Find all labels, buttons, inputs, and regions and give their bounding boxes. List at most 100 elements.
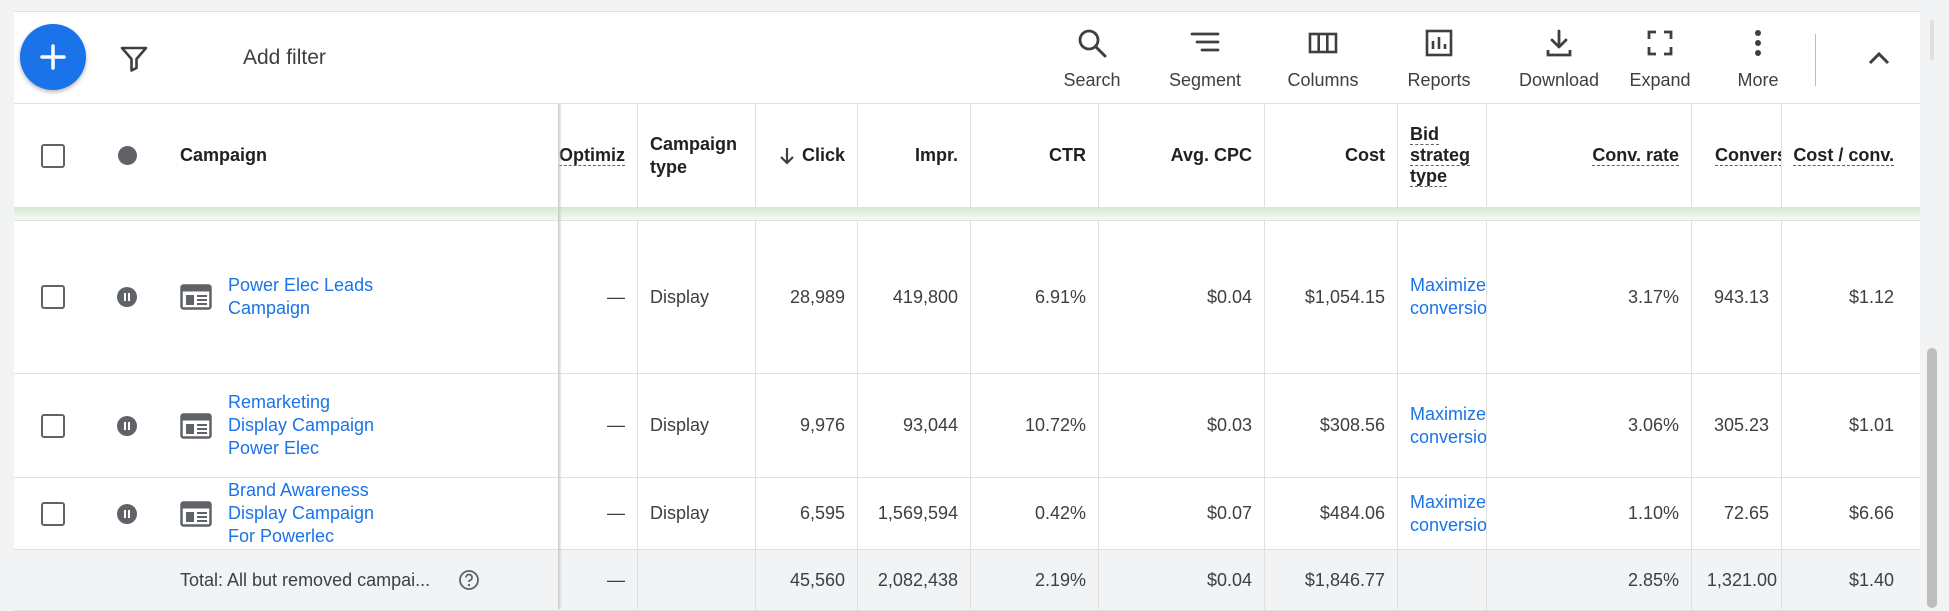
total-avg-cpc-cell: $0.04 — [1098, 550, 1264, 610]
toolbar-divider — [1815, 34, 1816, 86]
cost-cell: $484.06 — [1264, 478, 1397, 549]
campaign-type-header[interactable]: Campaign type — [637, 104, 755, 207]
row-select-cell — [34, 478, 72, 549]
paused-status-icon[interactable] — [117, 503, 137, 524]
row-checkbox[interactable] — [41, 501, 65, 526]
help-icon[interactable] — [458, 569, 480, 591]
campaign-header[interactable]: Campaign — [168, 104, 558, 207]
total-label-cell: Total: All but removed campai... — [168, 550, 558, 610]
segment-tool-label: Segment — [1168, 70, 1242, 90]
columns-tool-button[interactable]: Columns — [1273, 26, 1373, 91]
conversions-cell: 943.13 — [1691, 221, 1781, 373]
conversions-header[interactable]: Convers — [1691, 104, 1781, 207]
bid-strategy-line: Maximize — [1410, 275, 1486, 295]
total-conversions-cell: 1,321.00 — [1691, 550, 1781, 610]
table-toolbar: Add filter Search Segment Columns Report… — [14, 12, 1920, 104]
search-tool-button[interactable]: Search — [1042, 26, 1142, 91]
campaign-name-line: Remarketing — [228, 392, 331, 412]
campaign-name-link[interactable]: Brand Awareness Display Campaign For Pow… — [228, 479, 374, 548]
bid-strategy-header-line2: strateg — [1410, 145, 1471, 166]
campaign-header-label: Campaign — [180, 145, 268, 165]
reports-tool-button[interactable]: Reports — [1389, 26, 1489, 91]
impr-cell: 93,044 — [857, 374, 970, 477]
avg-cpc-header-label: Avg. CPC — [1170, 145, 1252, 165]
campaign-name-line: For Powerlec — [228, 526, 335, 546]
bid-strategy-header[interactable]: Bid strateg type — [1397, 104, 1486, 207]
total-ctr-cell: 2.19% — [970, 550, 1098, 610]
cost-per-conv-cell: $6.66 — [1781, 478, 1920, 549]
clicks-header-label: Click — [802, 145, 846, 165]
row-status-cell — [94, 478, 160, 549]
expand-tool-button[interactable]: Expand — [1610, 26, 1710, 91]
search-icon — [1078, 29, 1107, 58]
vertical-scrollbar-thumb[interactable] — [1927, 348, 1937, 608]
cost-cell: $1,054.15 — [1264, 221, 1397, 373]
columns-icon — [1308, 32, 1338, 54]
status-dot-icon — [117, 146, 137, 165]
download-tool-button[interactable]: Download — [1509, 26, 1609, 91]
clicks-cell: 9,976 — [755, 374, 857, 477]
campaign-name-line: Campaign — [228, 298, 311, 318]
search-tool-label: Search — [1063, 70, 1121, 90]
table-header-row: Campaign Optimiz Campaign type Click Imp… — [14, 104, 1920, 208]
optimization-cell: — — [607, 503, 625, 523]
row-select-cell — [34, 374, 72, 477]
impr-header[interactable]: Impr. — [857, 104, 970, 207]
total-optimization-cell: — — [607, 569, 625, 590]
filter-icon[interactable] — [118, 42, 150, 74]
campaign-name-cell: Power Elec Leads Campaign — [168, 221, 558, 373]
conv-rate-cell: 1.10% — [1486, 478, 1691, 549]
cost-header[interactable]: Cost — [1264, 104, 1397, 207]
avg-cpc-cell: $0.03 — [1098, 374, 1264, 477]
impr-cell: 1,569,594 — [857, 478, 970, 549]
top-bar — [0, 0, 1949, 11]
row-checkbox[interactable] — [41, 413, 65, 438]
optimization-cell: — — [607, 286, 625, 307]
impr-cell: 419,800 — [857, 221, 970, 373]
clicks-cell: 28,989 — [755, 221, 857, 373]
status-header-cell[interactable] — [94, 104, 160, 207]
ctr-header[interactable]: CTR — [970, 104, 1098, 207]
campaign-name-line: Display Campaign — [228, 415, 375, 435]
add-filter-button[interactable]: Add filter — [243, 46, 326, 69]
campaign-type-cell: Display — [637, 374, 755, 477]
bid-strategy-cell[interactable]: Maximize conversio — [1397, 374, 1486, 477]
row-status-cell — [94, 221, 160, 373]
row-checkbox[interactable] — [41, 285, 65, 309]
select-all-checkbox[interactable] — [41, 143, 65, 168]
plus-icon — [40, 44, 66, 70]
total-conv-rate-cell: 2.85% — [1486, 550, 1691, 610]
avg-cpc-header[interactable]: Avg. CPC — [1098, 104, 1264, 207]
ctr-cell: 0.42% — [970, 478, 1098, 549]
bid-strategy-line: conversio — [1410, 298, 1486, 318]
paused-status-icon[interactable] — [117, 415, 137, 436]
cost-per-conv-cell: $1.01 — [1781, 374, 1920, 477]
campaign-name-link[interactable]: Remarketing Display Campaign Power Elec — [228, 391, 374, 460]
total-clicks-cell: 45,560 — [755, 550, 857, 610]
cost-per-conv-header[interactable]: Cost / conv. — [1781, 104, 1920, 207]
bid-strategy-line: Maximize — [1410, 491, 1486, 512]
conv-rate-header[interactable]: Conv. rate — [1486, 104, 1691, 207]
segment-tool-button[interactable]: Segment — [1155, 26, 1255, 91]
select-all-cell — [34, 104, 72, 207]
chevron-up-icon[interactable] — [1862, 42, 1896, 76]
clicks-header[interactable]: Click — [755, 104, 857, 207]
paused-status-icon[interactable] — [117, 287, 137, 307]
bid-strategy-cell[interactable]: Maximize conversio — [1397, 478, 1486, 549]
conversions-header-label: Convers — [1715, 145, 1781, 166]
total-impr-cell: 2,082,438 — [857, 550, 970, 610]
add-campaign-button[interactable] — [20, 24, 86, 90]
bid-strategy-header-line1: Bid — [1410, 124, 1439, 145]
expand-icon — [1647, 30, 1673, 56]
campaign-name-link[interactable]: Power Elec Leads Campaign — [228, 274, 373, 320]
total-bid-strategy-cell — [1397, 550, 1486, 610]
conversions-cell: 305.23 — [1691, 374, 1781, 477]
columns-tool-label: Columns — [1287, 70, 1359, 90]
more-tool-button[interactable]: More — [1708, 26, 1808, 91]
optimization-header[interactable]: Optimiz — [559, 104, 637, 207]
total-type-cell — [637, 550, 755, 610]
scrollbar-top — [1930, 20, 1934, 60]
campaign-name-line: Power Elec Leads — [228, 275, 374, 295]
bid-strategy-line: conversio — [1410, 514, 1486, 535]
bid-strategy-cell[interactable]: Maximize conversio — [1397, 221, 1486, 373]
